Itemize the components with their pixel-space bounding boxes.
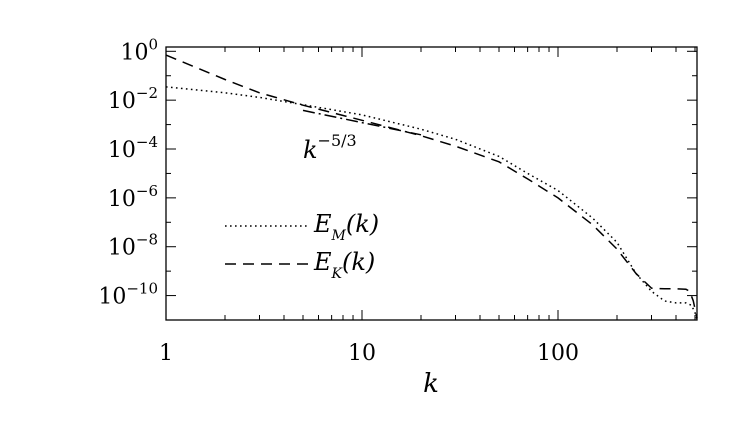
y-tick-exponent: −2 xyxy=(136,84,158,102)
x-axis-label: k xyxy=(423,369,439,399)
x-axis-ticks: 1 10 100 xyxy=(159,47,696,366)
y-tick-label: 10−4 xyxy=(108,133,158,163)
legend-ek-arg: (k) xyxy=(342,248,375,276)
series-line-dashed xyxy=(165,54,698,319)
y-tick-base: 10 xyxy=(108,89,136,114)
y-tick-label: 10−10 xyxy=(98,280,158,310)
slope-annotation-exponent: −5/3 xyxy=(318,131,357,150)
y-tick-label: 10−6 xyxy=(108,182,158,212)
series-line-dash-dot xyxy=(302,109,422,136)
legend-ek-name: E xyxy=(313,248,332,276)
y-tick-base: 10 xyxy=(108,138,136,163)
y-tick-exponent: −8 xyxy=(136,231,158,249)
legend-label-em: EM(k) xyxy=(313,210,379,244)
x-tick-label: 100 xyxy=(537,341,579,366)
y-tick-exponent: −10 xyxy=(126,280,158,298)
y-tick-base: 10 xyxy=(120,40,148,65)
series-line-dotted xyxy=(165,86,698,321)
x-tick-label: 1 xyxy=(159,341,173,366)
x-tick-label: 10 xyxy=(348,341,376,366)
slope-annotation: k−5/3 xyxy=(303,131,357,164)
plot-area xyxy=(165,54,698,321)
y-tick-label: 10−2 xyxy=(108,84,158,114)
y-tick-exponent: −4 xyxy=(136,133,158,151)
y-tick-label: 10−8 xyxy=(108,231,158,261)
slope-annotation-base: k xyxy=(303,136,318,164)
legend: EM(k) EK(k) xyxy=(225,210,379,282)
legend-label-ek: EK(k) xyxy=(313,248,375,282)
y-tick-label: 100 xyxy=(120,35,158,65)
y-tick-base: 10 xyxy=(108,187,136,212)
legend-em-name: E xyxy=(313,210,332,238)
legend-em-sub: M xyxy=(331,228,347,244)
y-tick-exponent: 0 xyxy=(148,35,158,53)
y-tick-base: 10 xyxy=(98,285,126,310)
legend-ek-sub: K xyxy=(331,266,344,282)
legend-em-arg: (k) xyxy=(346,210,379,238)
plot-frame xyxy=(165,46,698,321)
y-tick-exponent: −6 xyxy=(136,182,158,200)
y-tick-base: 10 xyxy=(108,236,136,261)
